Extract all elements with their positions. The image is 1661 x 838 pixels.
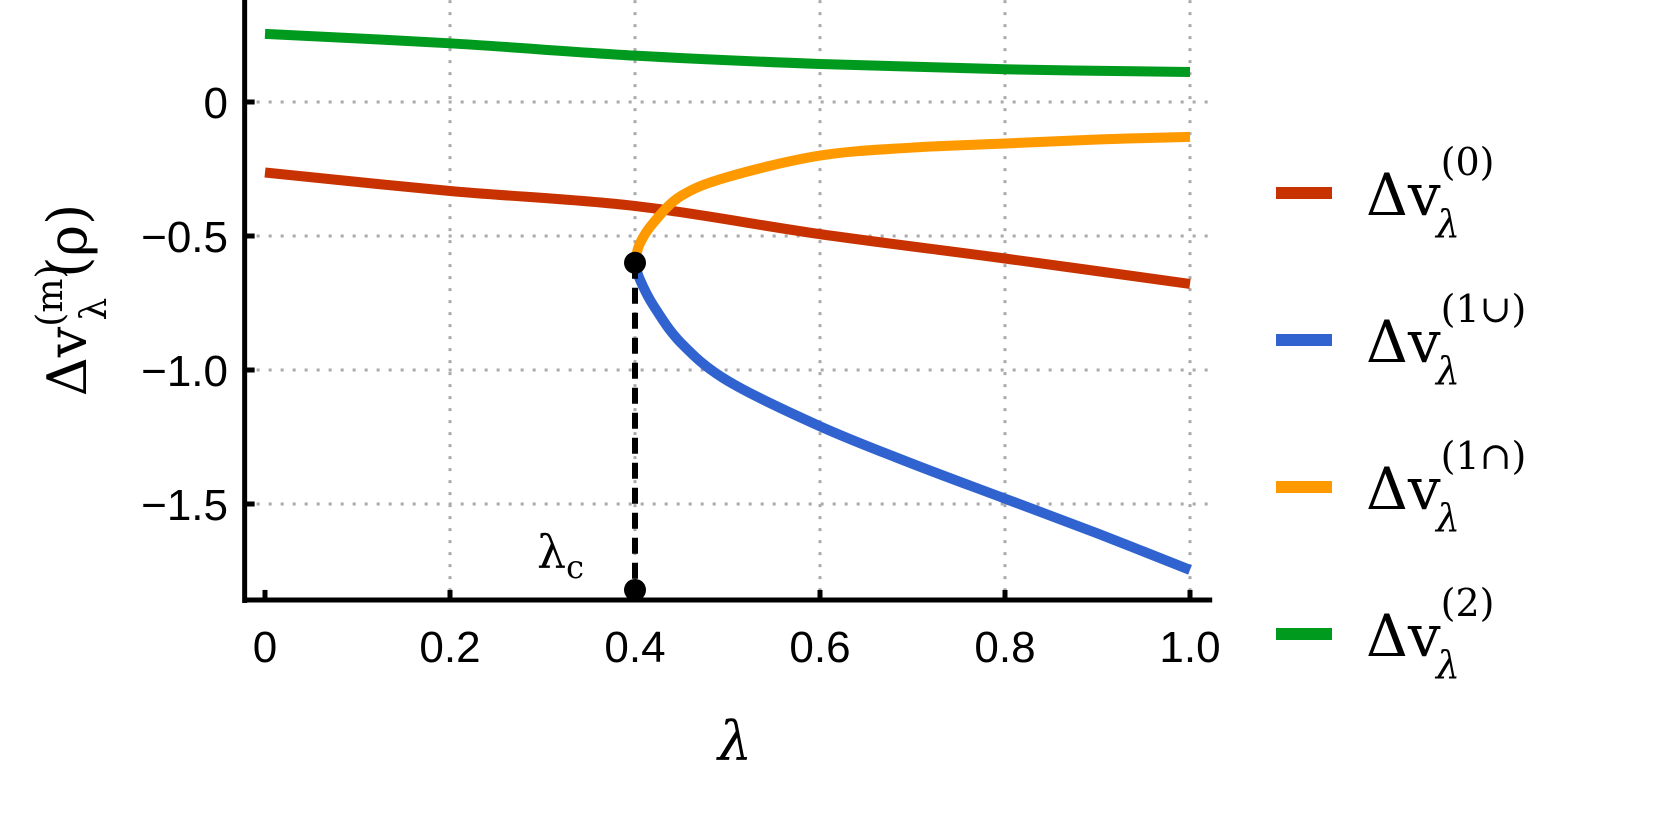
y-tick-label: −0.5 bbox=[141, 213, 228, 262]
annotations: λc bbox=[537, 251, 646, 601]
x-tick-label: 0 bbox=[253, 623, 277, 672]
legend-label: Δv(1∩) λ bbox=[1366, 434, 1526, 540]
y-tick-label: −1.0 bbox=[141, 347, 228, 396]
critical-axis-marker bbox=[624, 578, 646, 601]
grid bbox=[244, 0, 1213, 600]
critical-point-marker bbox=[624, 251, 646, 274]
series-line-2 bbox=[630, 131, 1191, 264]
y-tick-label: 0 bbox=[204, 79, 228, 128]
legend-swatch bbox=[1276, 334, 1332, 346]
curves bbox=[264, 28, 1192, 575]
series-line-3 bbox=[264, 28, 1191, 77]
legend-swatch bbox=[1276, 628, 1332, 640]
tick-labels: 0 0.2 0.4 0.6 0.8 1.0 0 −0.5 −1.0 −1.5 bbox=[141, 79, 1220, 672]
series-line-1 bbox=[630, 261, 1192, 575]
x-tick-label: 0.4 bbox=[604, 623, 665, 672]
x-tick-label: 1.0 bbox=[1159, 623, 1220, 672]
lambda-c-label: λc bbox=[537, 525, 584, 586]
legend-swatch bbox=[1276, 481, 1332, 493]
legend-label: Δv(0) λ bbox=[1366, 140, 1494, 246]
legend-label: Δv(2) λ bbox=[1366, 581, 1494, 687]
x-tick-label: 0.8 bbox=[974, 623, 1035, 672]
y-tick-label: −1.5 bbox=[141, 481, 228, 530]
legend-swatch bbox=[1276, 187, 1332, 199]
x-tick-label: 0.2 bbox=[419, 623, 480, 672]
axes bbox=[242, 0, 1213, 603]
series-line-0 bbox=[264, 167, 1191, 289]
legend-label: Δv(1∪) λ bbox=[1366, 287, 1526, 393]
svg-text:Δv(m)λ(ρ): Δv(m)λ(ρ) bbox=[30, 204, 115, 396]
legend: Δv(0) λ Δv(1∪) λ Δv(1∩) λ Δv(2) λ bbox=[1276, 140, 1526, 687]
x-axis-label: λ bbox=[716, 710, 752, 773]
y-axis-label: Δv(m)λ(ρ) bbox=[30, 204, 115, 396]
x-tick-label: 0.6 bbox=[789, 623, 850, 672]
